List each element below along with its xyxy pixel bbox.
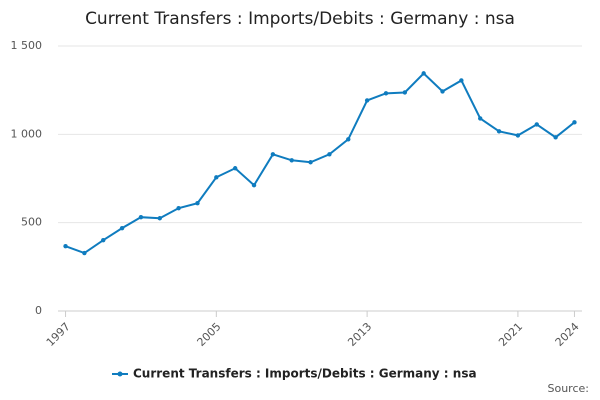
y-tick-label: 1 000 (11, 127, 43, 140)
point (478, 116, 483, 121)
point (459, 78, 464, 83)
point (383, 91, 389, 96)
point (176, 205, 181, 211)
point (289, 158, 294, 163)
x-tick-label: 2013 (345, 320, 374, 349)
y-tick-label: 500 (21, 216, 42, 229)
line (65, 71, 576, 255)
point (421, 71, 426, 76)
legend-label: Current Transfers : Imports/Debits : Ger… (133, 367, 477, 381)
point (138, 214, 144, 220)
point (63, 243, 68, 249)
point (270, 152, 276, 157)
point (214, 175, 219, 180)
legend-marker (117, 371, 123, 377)
point (308, 160, 313, 165)
point (515, 133, 521, 138)
x-tick-label: 1997 (44, 320, 73, 349)
point (402, 90, 408, 95)
x-tick-label: 2021 (496, 320, 525, 349)
point (327, 152, 332, 157)
point (82, 250, 87, 256)
y-tick-label: 0 (35, 304, 42, 317)
x-tick-label: 2005 (195, 320, 224, 349)
point (101, 237, 106, 243)
point (232, 166, 238, 171)
x-tick-label: 2024 (553, 320, 582, 349)
source: Source: (548, 382, 590, 395)
chart-title: Current Transfers : Imports/Debits : Ger… (85, 9, 515, 29)
point (251, 183, 257, 188)
point (572, 120, 577, 125)
point (364, 98, 370, 103)
point (534, 122, 539, 127)
point (157, 216, 162, 221)
point (496, 129, 502, 134)
point (119, 225, 125, 231)
point (195, 201, 200, 206)
point (346, 137, 351, 142)
point (440, 89, 445, 94)
y-tick-label: 1 500 (11, 39, 43, 52)
point (553, 135, 558, 140)
